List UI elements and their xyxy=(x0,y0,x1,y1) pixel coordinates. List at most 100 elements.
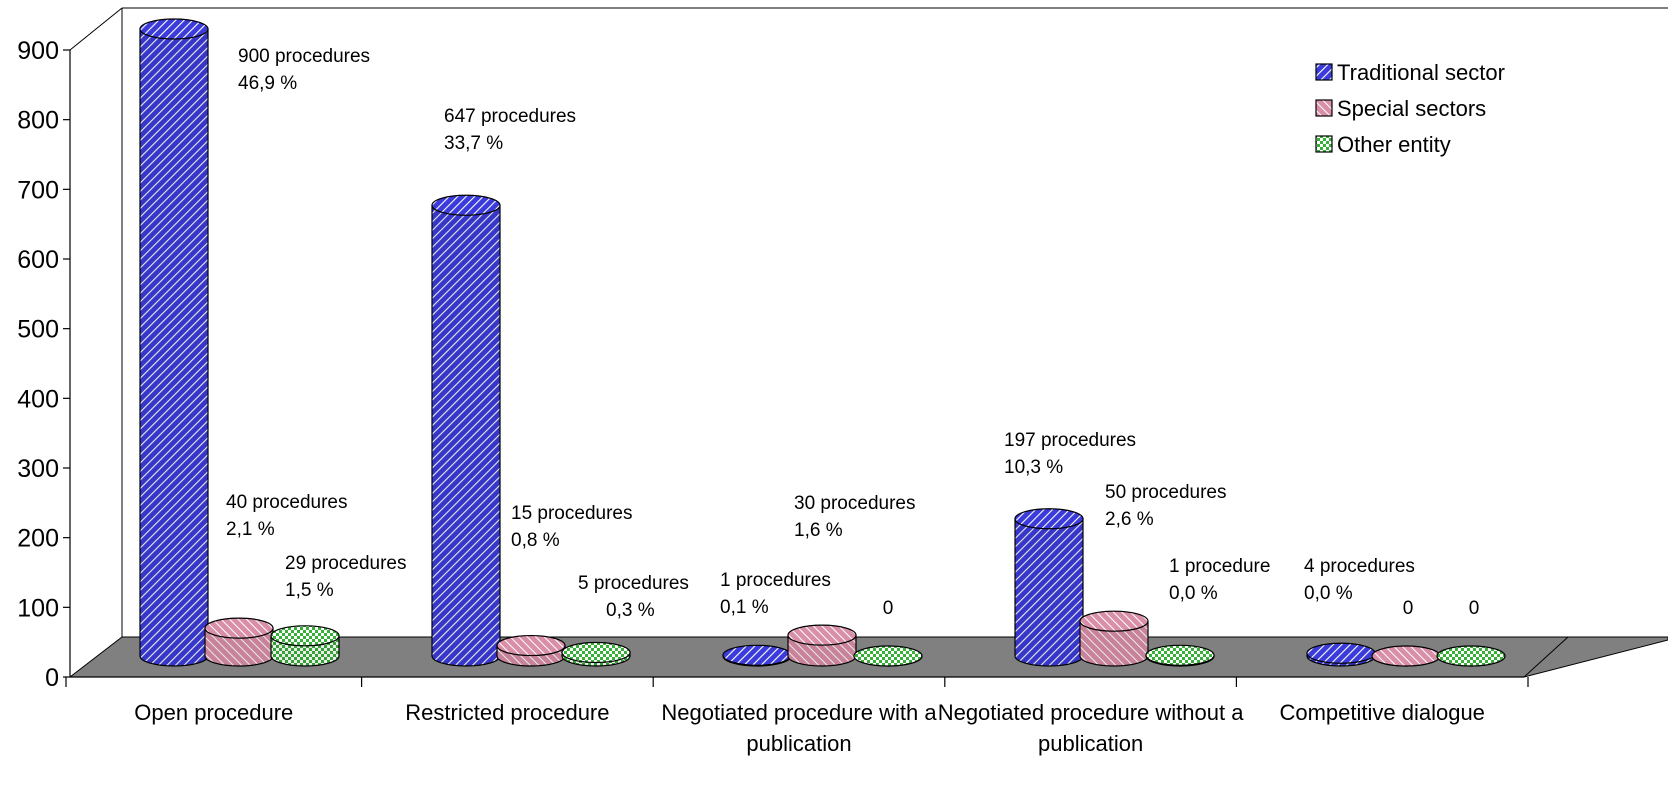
data-label-line: 40 procedures xyxy=(226,492,347,513)
data-label-line: 2,6 % xyxy=(1105,509,1154,530)
data-label-line: 5 procedures xyxy=(578,573,689,594)
bar-0-4 xyxy=(1306,642,1376,667)
category-label-1: Restricted procedure xyxy=(405,700,609,725)
y-tick-label: 800 xyxy=(17,107,59,135)
data-label-line: 10,3 % xyxy=(1004,457,1063,478)
data-label-1-3: 50 procedures 2,6 % xyxy=(1105,482,1226,530)
bar-0-1 xyxy=(431,194,501,667)
bar-top xyxy=(431,194,501,216)
data-label-1-4: 0 xyxy=(1403,598,1414,619)
bar-1-4 xyxy=(1371,645,1441,667)
data-label-0-1: 647 procedures 33,7 % xyxy=(444,106,576,154)
bar-top xyxy=(1436,645,1506,667)
bar-top xyxy=(1306,642,1376,664)
data-label-2-3: 1 procedure 0,0 % xyxy=(1169,556,1270,604)
data-label-line: 15 procedures xyxy=(511,503,632,524)
bar-top xyxy=(204,617,274,639)
category-label-line: Open procedure xyxy=(134,700,293,725)
legend-item-1: Special sectors xyxy=(1315,96,1486,121)
data-label-2-2: 0 xyxy=(883,598,894,619)
data-label-line: 0,0 % xyxy=(1304,583,1353,604)
bar-2-0 xyxy=(270,625,340,667)
bar-0-2 xyxy=(722,644,792,667)
legend-swatch xyxy=(1315,135,1333,153)
data-label-line: 50 procedures xyxy=(1105,482,1226,503)
bar-0-3 xyxy=(1014,508,1084,667)
legend-label: Special sectors xyxy=(1337,96,1486,121)
data-label-line: 0,8 % xyxy=(511,530,560,551)
y-tick-label: 100 xyxy=(17,594,59,622)
y-tick-label: 900 xyxy=(17,37,59,65)
data-label-line: 900 procedures xyxy=(238,46,370,67)
bar-top xyxy=(1014,508,1084,530)
data-label-line: 1 procedures xyxy=(720,570,831,591)
data-label-line: 33,7 % xyxy=(444,133,503,154)
data-label-0-2: 1 procedures 0,1 % xyxy=(720,570,831,618)
legend-label: Traditional sector xyxy=(1337,60,1505,85)
bar-top xyxy=(1371,645,1441,667)
data-label-line: 0 xyxy=(1403,598,1414,619)
category-label-3: Negotiated procedure without a publicatio… xyxy=(938,700,1245,756)
y-tick-label: 400 xyxy=(17,385,59,413)
bar-2-2 xyxy=(853,645,923,667)
bar-top xyxy=(853,645,923,667)
data-label-1-0: 40 procedures 2,1 % xyxy=(226,492,347,540)
category-label-line: Negotiated procedure with a xyxy=(661,700,937,725)
bar-shade xyxy=(1015,518,1083,666)
data-labels-group: 900 procedures 46,9 % 647 procedures 33,7 %… xyxy=(226,46,1479,621)
data-label-line: 197 procedures xyxy=(1004,430,1136,451)
data-label-line: 1 procedure xyxy=(1169,556,1270,577)
data-label-line: 30 procedures xyxy=(794,493,915,514)
category-label-line: Competitive dialogue xyxy=(1279,700,1484,725)
bar-top xyxy=(496,634,566,657)
category-label-line: Negotiated procedure without a xyxy=(938,700,1245,725)
bar-series-group xyxy=(139,18,1506,667)
category-label-line: publication xyxy=(746,731,851,756)
data-label-line: 29 procedures xyxy=(285,553,406,574)
bar-0-0 xyxy=(139,18,209,667)
legend-item-0: Traditional sector xyxy=(1315,60,1505,85)
y-tick-label: 200 xyxy=(17,525,59,553)
bar-shade xyxy=(1080,621,1148,666)
category-label-0: Open procedure xyxy=(134,700,293,725)
data-label-0-4: 4 procedures 0,0 % xyxy=(1304,556,1415,604)
category-label-4: Competitive dialogue xyxy=(1279,700,1484,725)
side-wall-top-edge xyxy=(69,7,123,51)
bar-shade xyxy=(205,628,273,666)
y-tick-label: 500 xyxy=(17,316,59,344)
data-label-line: 46,9 % xyxy=(238,73,297,94)
bar-top xyxy=(139,18,209,40)
bar-top xyxy=(1145,644,1215,666)
bar-top xyxy=(1079,610,1149,632)
bar-2-4 xyxy=(1436,645,1506,667)
legend-item-2: Other entity xyxy=(1315,132,1451,157)
data-label-line: 1,5 % xyxy=(285,580,334,601)
bar-shade xyxy=(140,29,208,666)
bar-2-1 xyxy=(561,641,631,667)
data-label-0-0: 900 procedures 46,9 % xyxy=(238,46,370,94)
data-label-0-3: 197 procedures 10,3 % xyxy=(1004,430,1136,478)
bar-top xyxy=(722,644,792,666)
bar-shade xyxy=(432,205,500,667)
bar-top xyxy=(270,625,340,647)
data-label-1-1: 15 procedures 0,8 % xyxy=(511,503,632,551)
data-label-2-0: 29 procedures 1,5 % xyxy=(285,553,406,601)
chart-legend: Traditional sector Special sectors Other e… xyxy=(1315,60,1505,157)
bar-1-0 xyxy=(204,617,274,667)
y-tick-label: 700 xyxy=(17,176,59,204)
data-label-line: 0 xyxy=(883,598,894,619)
data-label-line: 4 procedures xyxy=(1304,556,1415,577)
y-axis-ticks: 0 100 200 300 400 500 600 700 800 900 xyxy=(17,37,70,692)
y-tick-label: 0 xyxy=(45,664,59,692)
data-label-line: 0,1 % xyxy=(720,597,769,618)
y-tick-label: 600 xyxy=(17,246,59,274)
bar-1-2 xyxy=(787,624,857,667)
legend-label: Other entity xyxy=(1337,132,1451,157)
bar-top xyxy=(561,641,631,664)
bar-1-1 xyxy=(496,634,566,667)
x-axis-ticks xyxy=(65,677,1529,687)
floor-right-edge xyxy=(1523,636,1569,678)
data-label-1-2: 30 procedures 1,6 % xyxy=(794,493,915,541)
data-label-line: 1,6 % xyxy=(794,520,843,541)
